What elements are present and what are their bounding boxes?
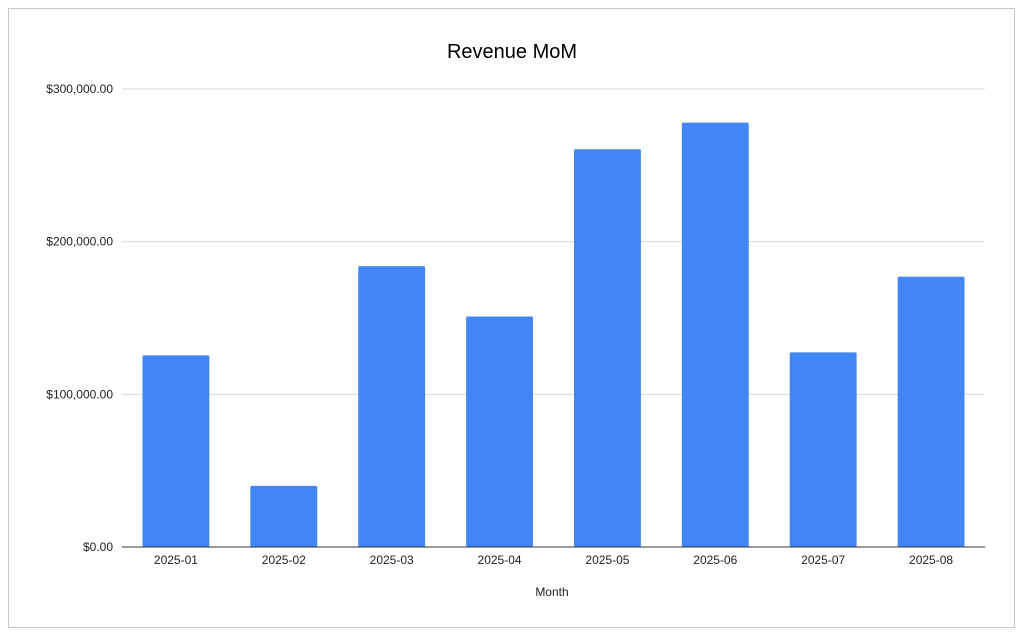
bars <box>142 122 965 547</box>
x-tick-label: 2025-06 <box>693 553 737 567</box>
y-tick-label: $200,000.00 <box>46 235 113 249</box>
bar-2025-01 <box>142 355 210 547</box>
x-tick-label: 2025-01 <box>154 553 198 567</box>
gridlines <box>122 88 985 395</box>
x-tick-label: 2025-07 <box>801 553 845 567</box>
bar-2025-06 <box>681 122 749 547</box>
chart-title: Revenue MoM <box>447 41 577 63</box>
y-tick-label: $100,000.00 <box>46 387 113 401</box>
bar-2025-08 <box>897 276 965 547</box>
bar-2025-05 <box>573 149 641 547</box>
x-axis-title: Month <box>535 585 568 599</box>
bar-2025-02 <box>250 485 318 547</box>
x-axis-tick-labels: 2025-01 2025-02 2025-03 2025-04 2025-05 2025-… <box>154 553 953 567</box>
x-tick-label: 2025-03 <box>370 553 414 567</box>
revenue-bar-chart: Revenue MoM $0.00$100,000.00$200,000.00$… <box>46 41 985 599</box>
y-tick-label: $300,000.00 <box>46 82 113 96</box>
chart-container: Revenue MoM $0.00 $100,000.00 $200,000.00 $… <box>8 8 1015 628</box>
bar-2025-03 <box>358 266 426 547</box>
x-tick-label: 2025-05 <box>585 553 629 567</box>
bar-2025-07 <box>789 352 857 547</box>
x-tick-label: 2025-08 <box>909 553 953 567</box>
y-tick-label: $0.00 <box>83 540 113 554</box>
x-tick-label: 2025-02 <box>262 553 306 567</box>
bar-2025-04 <box>466 316 534 547</box>
x-tick-label: 2025-04 <box>478 553 522 567</box>
y-axis-tick-labels: $0.00 $100,000.00 $200,000.00 $300,000.00 <box>46 82 113 554</box>
